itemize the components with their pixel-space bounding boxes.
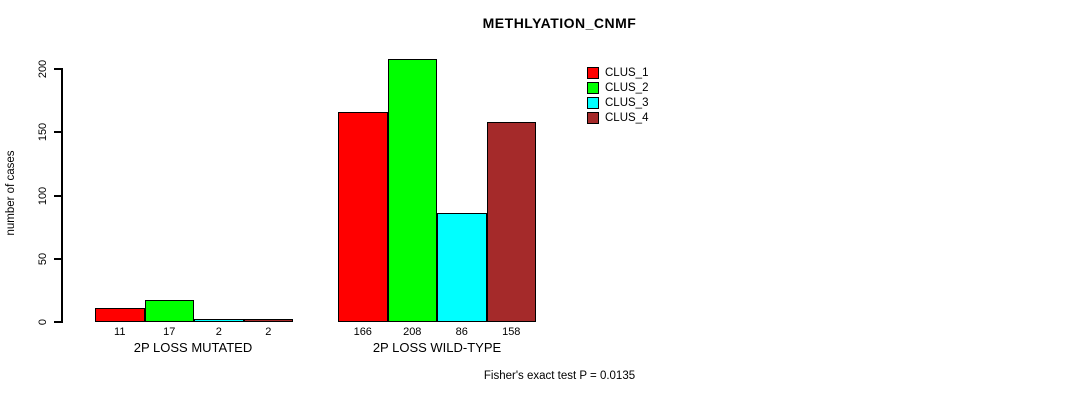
bar-value-label: 86	[455, 326, 468, 338]
y-axis-tick	[54, 68, 62, 70]
bar-clus_4-mutated	[243, 319, 293, 322]
y-axis-tick-label: 100	[37, 186, 49, 205]
legend-swatch-icon	[587, 96, 599, 109]
bar-value-label: 11	[114, 326, 126, 338]
bar-clus_2-mutated	[144, 300, 194, 322]
legend-item-clus_1: CLUS_1	[587, 65, 648, 80]
legend-label: CLUS_2	[605, 81, 649, 94]
bar-clus_4-wild-type	[486, 122, 536, 322]
bar-clus_2-wild-type	[387, 58, 437, 322]
fisher-test-annotation: Fisher's exact test P = 0.0135	[483, 370, 636, 382]
legend-label: CLUS_3	[605, 96, 649, 109]
x-group-label-wild-type: 2P LOSS WILD-TYPE	[372, 340, 502, 355]
bar-clus_1-wild-type	[338, 112, 388, 322]
bar-clus_3-mutated	[194, 319, 244, 322]
x-group-label-mutated: 2P LOSS MUTATED	[133, 340, 253, 355]
legend-swatch-icon	[587, 81, 599, 94]
y-axis-tick	[54, 257, 62, 260]
chart-title: METHLYATION_CNMF	[482, 15, 637, 31]
legend-swatch-icon	[587, 66, 599, 79]
legend-item-clus_4: CLUS_4	[587, 110, 648, 125]
bar-value-label: 166	[353, 326, 372, 338]
y-axis-tick-label: 0	[37, 318, 49, 326]
legend-label: CLUS_1	[605, 66, 649, 79]
bar-clus_1-mutated	[95, 308, 145, 322]
y-axis-tick-label: 200	[37, 59, 49, 79]
bar-value-label: 2	[265, 326, 272, 338]
legend-item-clus_2: CLUS_2	[587, 80, 648, 95]
y-axis-line	[61, 68, 63, 323]
legend-label: CLUS_4	[605, 111, 649, 124]
y-axis-tick-label: 150	[37, 123, 49, 142]
bar-value-label: 17	[163, 326, 176, 338]
bar-value-label: 208	[403, 326, 422, 338]
y-axis-tick-label: 50	[37, 252, 49, 265]
legend-swatch-icon	[587, 111, 599, 124]
y-axis-label: number of cases	[5, 150, 17, 236]
y-axis-tick	[54, 131, 62, 134]
bar-value-label: 158	[502, 326, 521, 338]
bar-value-label: 2	[215, 326, 222, 338]
bar-clus_3-wild-type	[437, 213, 487, 322]
legend: CLUS_1 CLUS_2 CLUS_3 CLUS_4	[587, 65, 648, 125]
y-axis-tick	[54, 194, 62, 197]
legend-item-clus_3: CLUS_3	[587, 95, 648, 110]
y-axis-tick	[54, 321, 62, 323]
